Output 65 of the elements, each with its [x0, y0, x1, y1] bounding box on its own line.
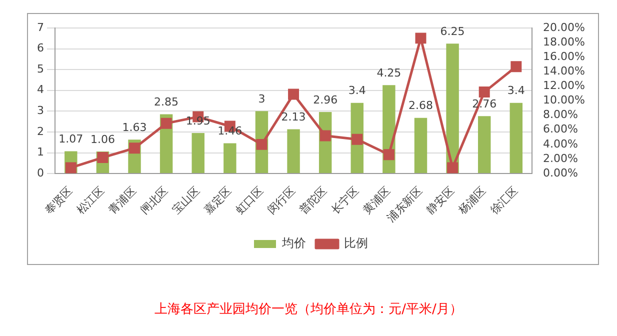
bar: [224, 143, 236, 174]
y-tick-label: 4: [37, 83, 44, 96]
x-tick-label: 嘉定区: [202, 184, 234, 217]
y2-tick-label: 8.00%: [543, 108, 578, 122]
data-label: 4.25: [376, 66, 402, 80]
data-label: 3: [258, 92, 266, 106]
bar: [192, 133, 204, 174]
y2-tick-label: 6.00%: [543, 122, 578, 136]
x-tick-label: 长宁区: [328, 184, 362, 217]
data-label: 2.85: [154, 96, 179, 109]
data-label: 3.4: [507, 84, 525, 98]
point: [383, 149, 394, 160]
y2-tick-label: 16.00%: [543, 50, 586, 63]
data-label: 1.06: [90, 132, 115, 146]
y2-tick-label: 0.00%: [543, 166, 578, 180]
y2-tick-label: 14.00%: [543, 64, 586, 78]
y2-tick-label: 10.00%: [543, 94, 586, 107]
text: 上海各区产业园均价一览（均价单位为：元/平米/月）: [154, 301, 464, 318]
y-tick-label: 5: [37, 62, 44, 76]
bar: [478, 116, 491, 174]
x-tick-label: 静安区: [424, 184, 457, 217]
point: [288, 88, 300, 100]
data-label: 2.68: [408, 99, 433, 112]
point: [352, 134, 363, 145]
point: [129, 142, 140, 154]
point: [510, 61, 522, 72]
y-tick-label: 3: [37, 104, 44, 118]
y-tick-label: 6: [37, 42, 44, 55]
bar: [414, 118, 428, 174]
y-tick-label: 1: [37, 146, 44, 159]
x-tick-label: 奉贤区: [42, 184, 76, 217]
y2-tick-label: 4.00%: [543, 137, 578, 150]
data-label: 1.63: [122, 121, 147, 134]
y-tick-label: 0: [37, 166, 44, 180]
x-tick-label: 虹口区: [233, 184, 266, 217]
y2-tick-label: 20.00%: [543, 20, 586, 34]
y2-tick-label: 18.00%: [543, 35, 586, 48]
x-tick-label: 杨浦区: [455, 184, 488, 218]
legend-label: 比例: [344, 236, 368, 250]
data-label: 1.07: [58, 132, 84, 146]
x-tick-label: 松江区: [74, 184, 107, 217]
data-label: 6.25: [440, 24, 465, 38]
x-tick-label: 闸北区: [138, 184, 170, 217]
x-tick-label: 徐汇区: [488, 184, 520, 217]
y2-tick-label: 12.00%: [543, 79, 586, 92]
x-tick-label: 普陀区: [296, 184, 330, 217]
data-label: 2.13: [281, 110, 306, 124]
point: [256, 138, 268, 150]
bar: [287, 129, 300, 174]
data-label: 3.4: [348, 84, 366, 98]
data-label: 1.95: [186, 114, 210, 128]
y-tick-label: 7: [37, 20, 44, 34]
point: [478, 86, 490, 98]
legend-label: 均价: [281, 236, 306, 250]
y-tick-label: 2: [37, 124, 44, 138]
point: [160, 118, 172, 129]
point: [415, 32, 426, 44]
x-tick-label: 闵行区: [265, 184, 298, 217]
y2-tick-label: 2.00%: [543, 152, 578, 165]
bar: [510, 102, 523, 174]
point: [320, 130, 331, 142]
data-label: 2.96: [313, 93, 338, 106]
x-tick-label: 青浦区: [106, 184, 139, 217]
x-tick-label: 宝山区: [170, 184, 202, 217]
point: [447, 162, 458, 174]
